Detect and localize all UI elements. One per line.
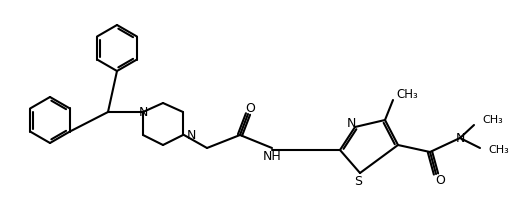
- Text: O: O: [245, 101, 255, 114]
- Text: S: S: [354, 174, 362, 187]
- Text: N: N: [346, 116, 356, 129]
- Text: N: N: [456, 131, 465, 144]
- Text: N: N: [138, 106, 148, 118]
- Text: CH₃: CH₃: [482, 115, 503, 125]
- Text: O: O: [435, 174, 445, 187]
- Text: CH₃: CH₃: [488, 145, 509, 155]
- Text: N: N: [187, 129, 197, 142]
- Text: NH: NH: [263, 150, 281, 163]
- Text: CH₃: CH₃: [396, 88, 418, 101]
